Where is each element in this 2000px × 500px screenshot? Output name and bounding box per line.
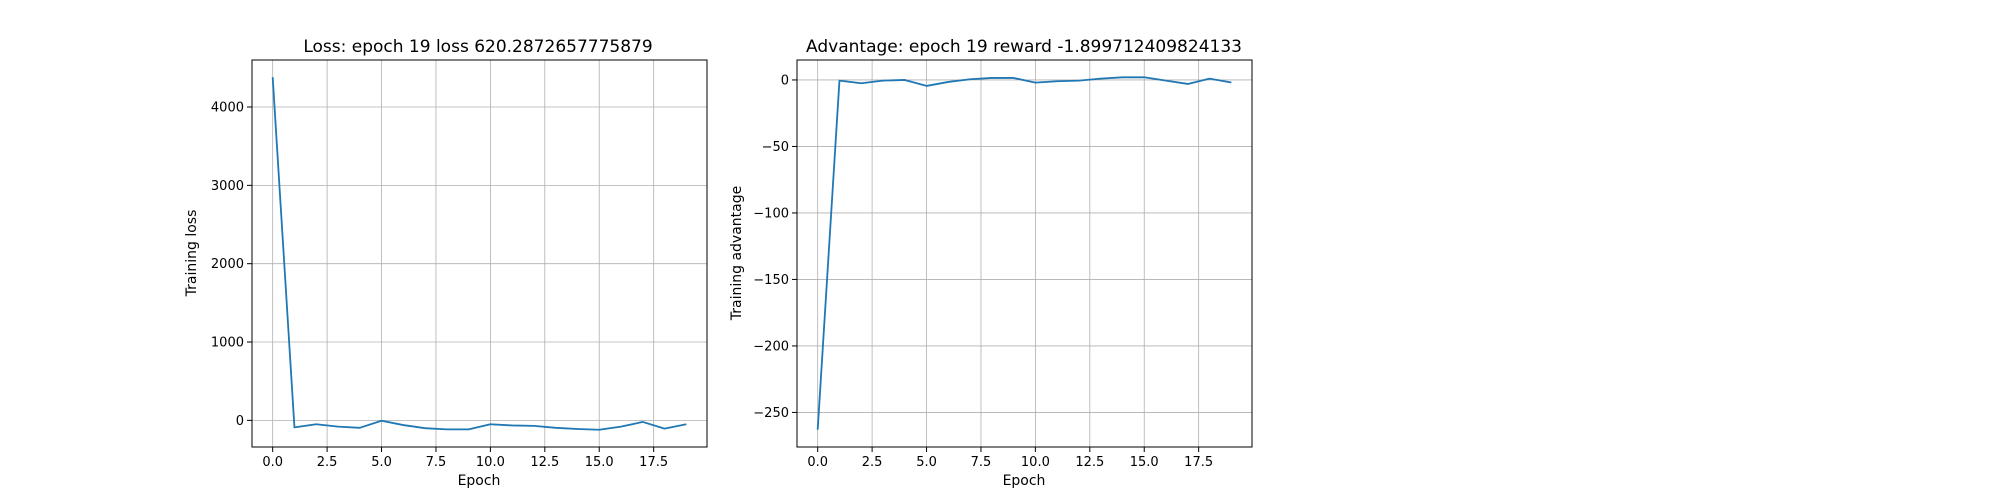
advantage-x-tick-label: 0.0	[807, 455, 828, 470]
loss-x-tick-label: 10.0	[476, 455, 505, 470]
advantage-x-tick-label: 12.5	[1075, 455, 1104, 470]
loss-y-tick-label: 4000	[211, 101, 244, 116]
advantage-x-tick-label: 2.5	[862, 455, 883, 470]
advantage-x-axis-label: Epoch	[1003, 473, 1046, 489]
advantage-plot-frame	[796, 59, 1253, 448]
loss-gridlines	[252, 60, 707, 447]
loss-y-ticks: 0 1000 2000 3000 4000	[211, 101, 252, 429]
loss-y-tick-label: 0	[236, 414, 244, 429]
advantage-y-tick-label: −200	[753, 339, 789, 354]
loss-series-line-group	[271, 77, 687, 431]
advantage-chart: Advantage: epoch 19 reward -1.8997124098…	[729, 37, 1253, 489]
advantage-x-tick-label: 5.0	[916, 455, 937, 470]
loss-y-tick-label: 2000	[211, 257, 244, 272]
advantage-y-ticks: 0 −50 −100 −150 −200 −250	[753, 73, 797, 421]
advantage-x-tick-label: 17.5	[1184, 455, 1213, 470]
loss-x-tick-label: 7.5	[426, 455, 447, 470]
loss-x-tick-label: 15.0	[585, 455, 614, 470]
advantage-x-ticks: 0.0 2.5 5.0 7.5 10.0 12.5 15.0 17.5	[807, 447, 1213, 470]
loss-y-axis-label: Training loss	[184, 210, 200, 298]
loss-chart: Loss: epoch 19 loss 620.2872657775879 0.…	[184, 37, 708, 489]
advantage-y-axis-label: Training advantage	[729, 186, 745, 321]
loss-plot-frame	[251, 59, 708, 448]
advantage-x-tick-label: 7.5	[971, 455, 992, 470]
loss-chart-title: Loss: epoch 19 loss 620.2872657775879	[303, 37, 652, 57]
loss-y-tick-label: 3000	[211, 179, 244, 194]
advantage-x-tick-label: 10.0	[1021, 455, 1050, 470]
advantage-y-tick-label: −250	[753, 406, 789, 421]
advantage-chart-title: Advantage: epoch 19 reward -1.8997124098…	[806, 37, 1242, 57]
loss-series-line	[271, 77, 687, 431]
advantage-y-tick-label: −100	[753, 206, 789, 221]
advantage-gridlines	[797, 60, 1252, 447]
loss-x-tick-label: 17.5	[639, 455, 668, 470]
advantage-y-tick-label: −50	[762, 140, 789, 155]
loss-x-tick-label: 12.5	[530, 455, 559, 470]
loss-y-tick-label: 1000	[211, 336, 244, 351]
loss-x-tick-label: 0.0	[262, 455, 283, 470]
loss-x-axis-label: Epoch	[458, 473, 501, 489]
advantage-y-tick-label: 0	[781, 73, 789, 88]
advantage-x-tick-label: 15.0	[1130, 455, 1159, 470]
advantage-y-tick-label: −150	[753, 273, 789, 288]
advantage-series-line	[816, 76, 1232, 430]
advantage-series-line-group	[816, 76, 1232, 430]
loss-x-tick-label: 2.5	[317, 455, 338, 470]
loss-x-ticks: 0.0 2.5 5.0 7.5 10.0 12.5 15.0 17.5	[262, 447, 668, 470]
loss-x-tick-label: 5.0	[371, 455, 392, 470]
